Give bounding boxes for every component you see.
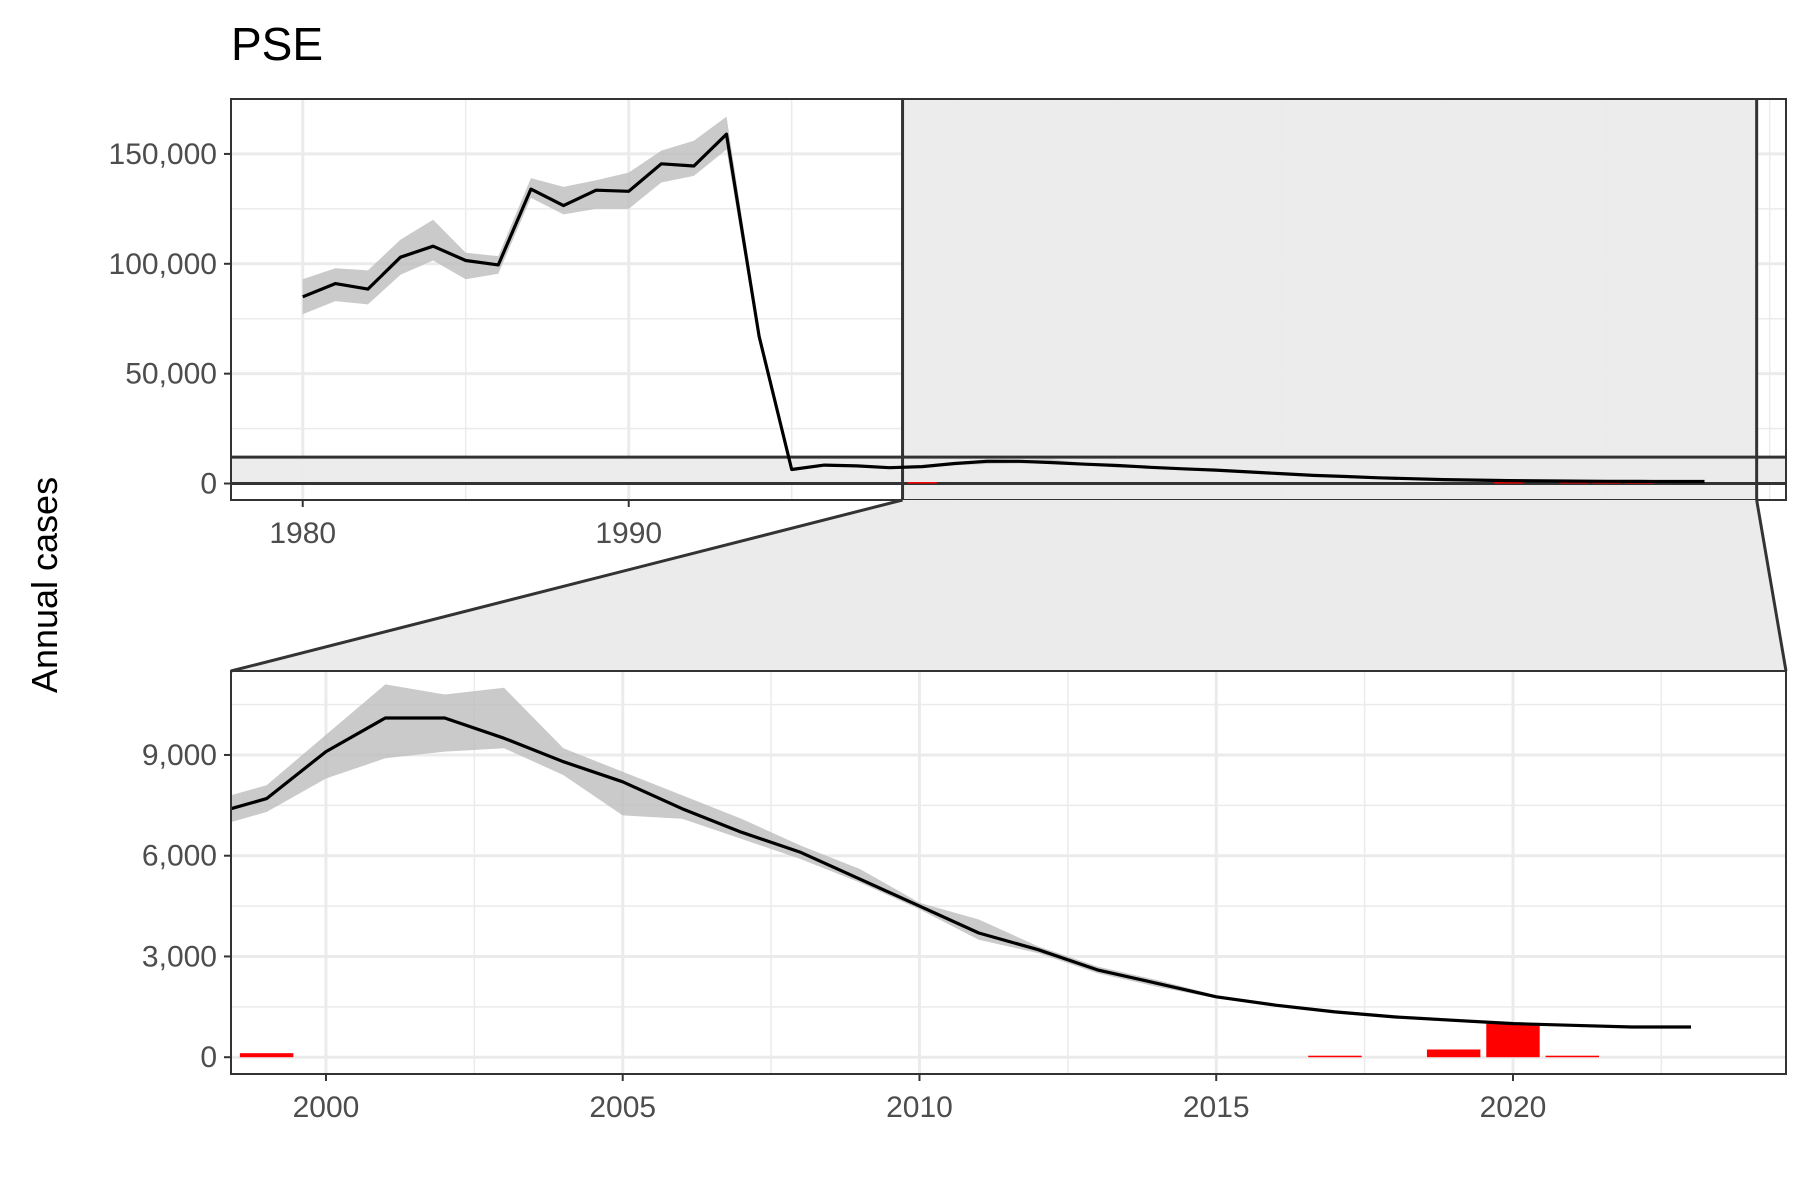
plot-layer: 1980 1990 2000 2010 2020 0 50,000 100,000 150,00…	[109, 98, 1788, 1124]
overview-plot-area	[231, 99, 1786, 500]
zoom-y-tick-label: 6,000	[142, 840, 217, 873]
zoom-x-tick-label: 2015	[1183, 1091, 1250, 1124]
zoom-y-tick-label: 3,000	[142, 940, 217, 973]
overview-bar	[1494, 482, 1524, 484]
zoom-x-tick-label: 2020	[1480, 1091, 1547, 1124]
overview-y-tick-label: 150,000	[109, 138, 217, 171]
overview-y-tick-label: 0	[200, 468, 217, 501]
zoom-cases-line	[231, 716, 1691, 1029]
zoom-connector-right-line	[1755, 499, 1788, 672]
overview-y-tick-label: 50,000	[125, 358, 217, 391]
overview-x-tick-label: 1990	[595, 517, 662, 550]
zoom-x-tick-label: 2010	[886, 1091, 953, 1124]
overview-x-tick-label: 1980	[269, 517, 336, 550]
zoom-x-tick-label: 2000	[293, 1091, 360, 1124]
zoom-shade-vertical	[902, 99, 1757, 500]
zoom-bar	[1426, 1049, 1481, 1058]
zoom-connector-fill	[231, 500, 1786, 671]
zoom-uncertainty-ribbon	[231, 684, 1691, 1028]
zoom-y-tick-label: 0	[200, 1041, 217, 1074]
overview-y-tick-label: 100,000	[109, 248, 217, 281]
zoom-bar	[239, 1053, 294, 1058]
overview-bar	[907, 482, 937, 484]
zoom-bar	[1486, 1023, 1540, 1058]
zoom-y-tick-label: 9,000	[142, 739, 217, 772]
overview-bar	[1559, 482, 1589, 484]
zoom-x-tick-label: 2005	[589, 1091, 656, 1124]
zoom-bar	[1308, 1055, 1362, 1058]
zoom-bar	[1545, 1055, 1600, 1058]
zoom-plot-area	[231, 671, 1786, 1074]
zoom-connector-left-line	[230, 498, 903, 673]
chart-title: PSE	[231, 18, 323, 70]
y-axis-label: Annual cases	[24, 477, 65, 693]
overview-cases-line	[302, 132, 1705, 484]
